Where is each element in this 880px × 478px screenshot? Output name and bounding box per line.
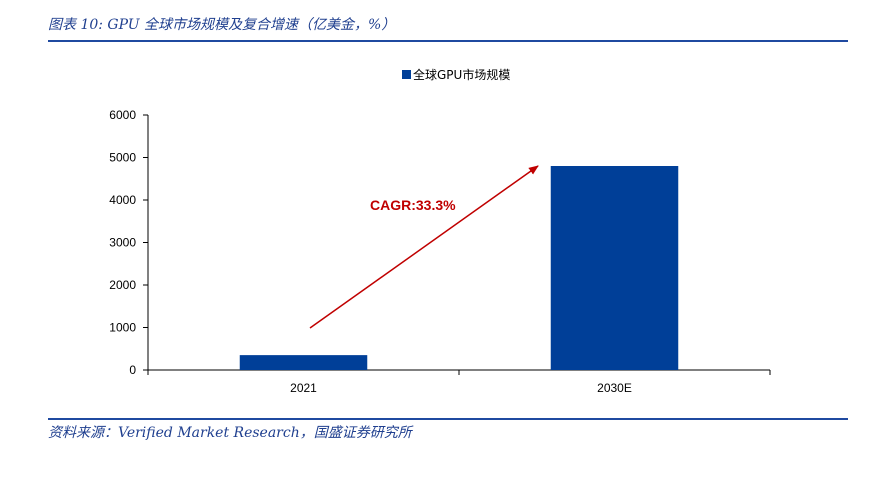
y-tick-label: 1000 — [109, 321, 136, 335]
y-tick-label: 5000 — [109, 151, 136, 165]
y-tick-label: 2000 — [109, 278, 136, 292]
x-tick-label: 2021 — [290, 381, 317, 395]
cagr-annotation: CAGR:33.3% — [309, 165, 539, 329]
y-axis: 0 1000 2000 3000 4000 5000 6000 — [109, 108, 149, 377]
x-axis: 2021 2030E — [147, 369, 771, 395]
bottom-rule — [48, 418, 848, 420]
bar-2030e — [550, 166, 679, 370]
cagr-arrow — [309, 165, 539, 329]
y-tick-label: 6000 — [109, 108, 136, 122]
cagr-label: CAGR:33.3% — [370, 197, 456, 213]
y-tick-label: 4000 — [109, 193, 136, 207]
bar-2021 — [239, 355, 368, 370]
x-tick-label: 2030E — [597, 381, 632, 395]
source-note: 资料来源：Verified Market Research，国盛证券研究所 — [48, 425, 412, 441]
y-tick-label: 0 — [129, 363, 136, 377]
legend-swatch — [402, 70, 411, 79]
figure-title: 图表 10: GPU 全球市场规模及复合增速（亿美金，%） — [48, 17, 396, 33]
legend: 全球GPU市场规模 — [402, 67, 510, 82]
legend-label: 全球GPU市场规模 — [413, 67, 510, 82]
top-rule — [48, 40, 848, 42]
bars — [239, 166, 679, 370]
y-tick-label: 3000 — [109, 236, 136, 250]
